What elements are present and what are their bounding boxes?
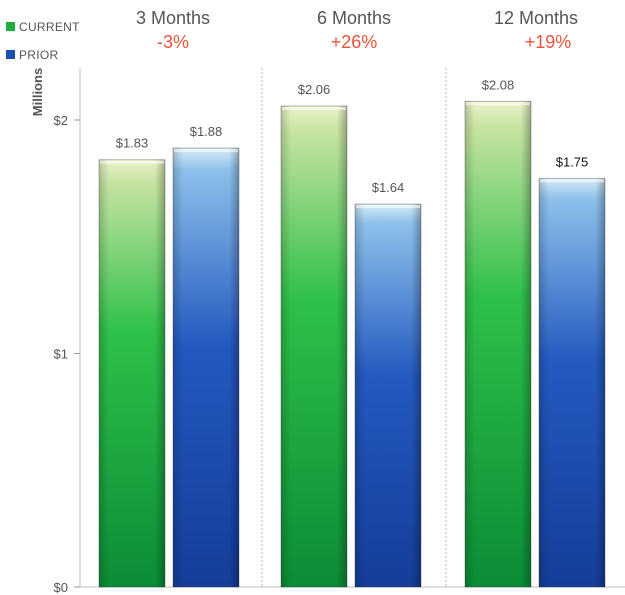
y-axis-label: Millions	[30, 68, 45, 116]
y-tick-label-1: $1	[54, 347, 68, 362]
legend-swatch-prior	[6, 50, 15, 59]
change-label-0: -3%	[157, 32, 189, 52]
value-label-current-1: $2.06	[298, 82, 331, 97]
period-headers: 3 Months -3% 6 Months +26% 12 Months +19%	[136, 8, 578, 52]
bar-current-1	[280, 105, 348, 588]
data-labels: $1.83 $2.06 $2.08 $1.88 $1.64 $1.75	[116, 77, 589, 195]
period-label-0: 3 Months	[136, 8, 210, 28]
period-label-2: 12 Months	[494, 8, 578, 28]
period-label-1: 6 Months	[317, 8, 391, 28]
value-label-prior-2: $1.75	[556, 154, 589, 169]
bar-current-0	[98, 159, 166, 588]
change-label-1: +26%	[331, 32, 378, 52]
y-tick-label-0: $0	[54, 580, 68, 595]
value-label-prior-1: $1.64	[372, 180, 405, 195]
bar-prior-1	[354, 203, 422, 588]
bars	[98, 100, 606, 588]
value-label-prior-0: $1.88	[190, 124, 223, 139]
bar-prior-0	[172, 147, 240, 588]
legend-label-current: CURRENT	[19, 20, 80, 34]
axes: $0 $1 $2	[54, 68, 625, 595]
change-label-2: +19%	[525, 32, 572, 52]
legend: CURRENT PRIOR	[6, 20, 80, 62]
y-tick-label-2: $2	[54, 113, 68, 128]
legend-label-prior: PRIOR	[19, 48, 59, 62]
bar-prior-2	[538, 177, 606, 588]
bar-current-2	[464, 100, 532, 588]
value-label-current-2: $2.08	[482, 77, 515, 92]
legend-swatch-current	[6, 22, 15, 31]
value-label-current-0: $1.83	[116, 136, 149, 151]
